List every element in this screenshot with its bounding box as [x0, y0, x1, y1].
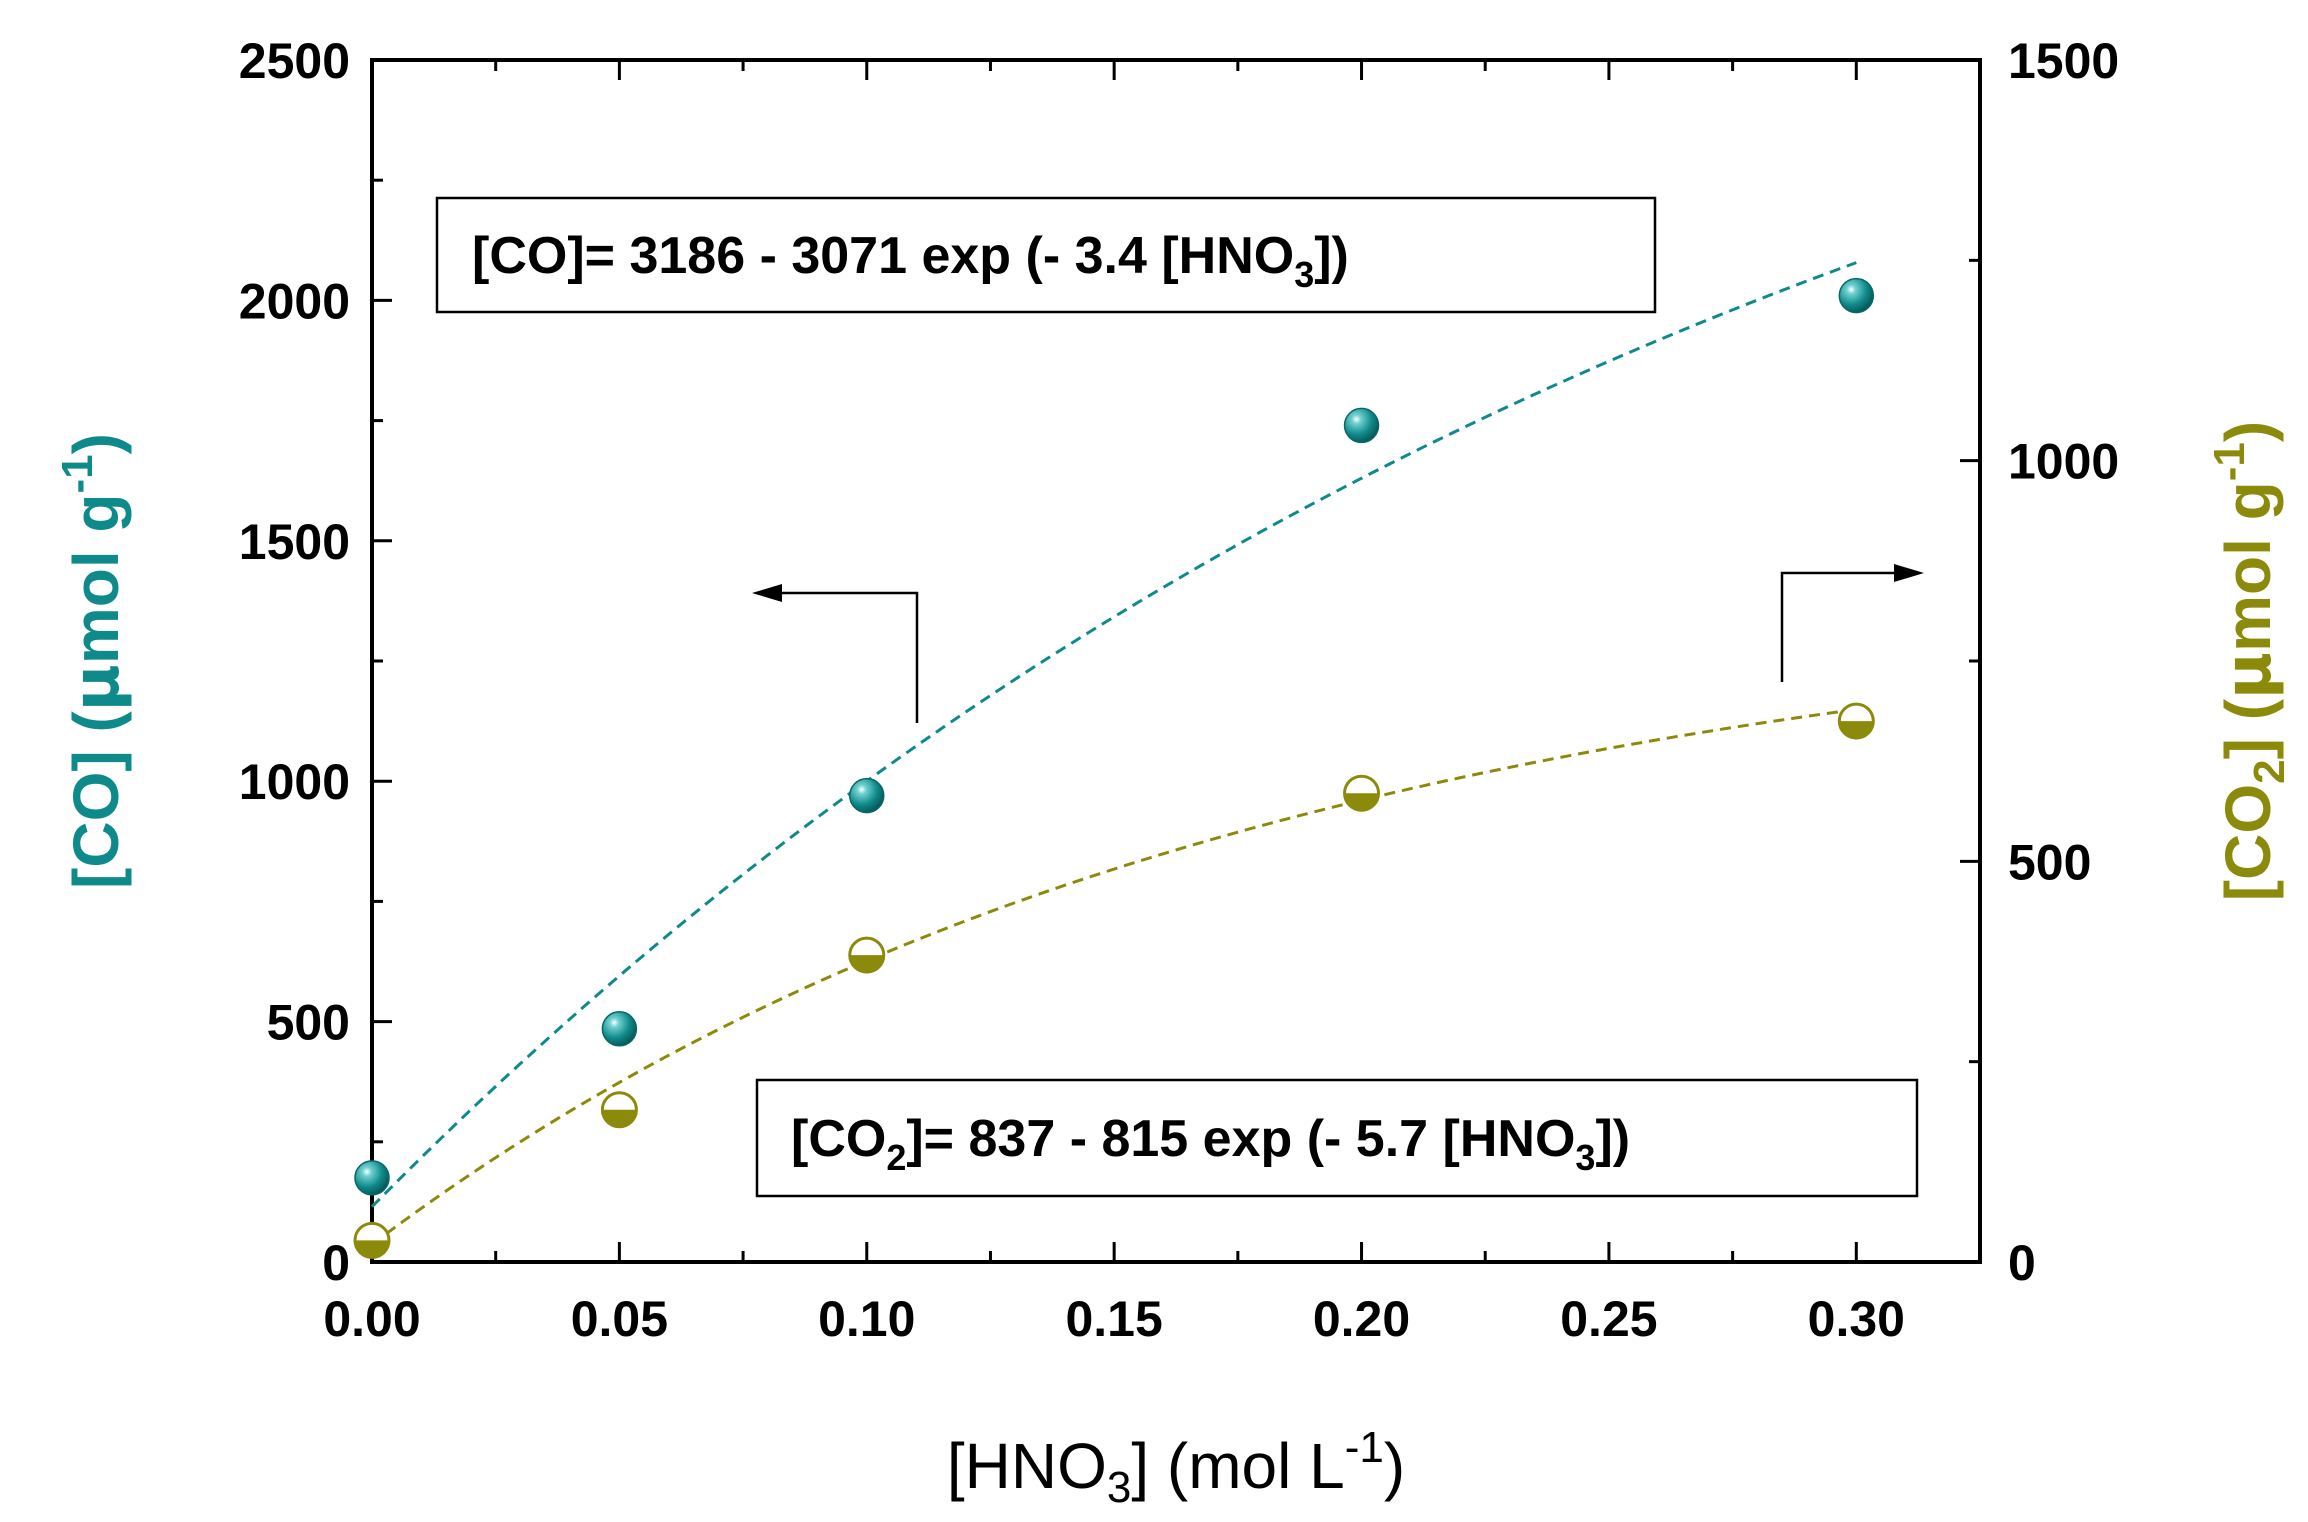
right-arrow-head [1894, 564, 1924, 582]
co-fit-curve [370, 261, 1857, 1208]
y-right-tick-label: 1500 [2008, 33, 2119, 89]
x-axis-title: [HNO3] (mol L-1) [947, 1423, 1405, 1512]
y-left-axis-title: [CO] (µmol g-1) [53, 433, 134, 889]
co2-equation-sub2: 3 [1575, 1137, 1595, 1178]
y-right-tick-labels: 0 500 1000 1500 [2008, 33, 2119, 1291]
x-title-sub: 3 [1107, 1463, 1131, 1512]
co2-equation-mid: ]= 837 - 815 exp (- 5.7 [HNO [906, 1110, 1575, 1168]
x-tick-label: 0.25 [1560, 1291, 1657, 1347]
y-right-tick-label: 1000 [2008, 434, 2119, 490]
x-title-sup: -1 [1345, 1423, 1384, 1472]
co-point [354, 1160, 390, 1196]
right-arrow-line [1780, 571, 1898, 682]
co2-point-fill [849, 955, 884, 973]
co2-point-fill [1344, 793, 1379, 811]
co2-point-fill [1839, 721, 1874, 739]
y-left-tick-label: 2500 [239, 33, 350, 89]
x-title-main: [HNO [947, 1430, 1107, 1502]
y-right-title-main: [CO [2212, 784, 2284, 901]
co-equation-box: [CO]= 3186 - 3071 exp (- 3.4 [HNO3]) [435, 196, 1657, 314]
y-left-tick-labels: 0 500 1000 1500 2000 2500 [239, 33, 350, 1291]
co2-equation-end: ]) [1595, 1110, 1630, 1168]
y-right-title-end: ) [2212, 421, 2284, 442]
y-right-axis-title: [CO2] (µmol g-1) [2205, 421, 2294, 901]
y-right-title-rest: ] ( [2212, 698, 2284, 759]
y-left-tick-label: 1000 [239, 754, 350, 810]
left-arrow-head [752, 584, 782, 602]
fit-curves [370, 261, 1857, 1246]
co2-fit-curve [371, 707, 1857, 1246]
co-equation-frame [435, 196, 1657, 314]
left-arrow-line [778, 591, 919, 723]
x-tick-label: 0.15 [1065, 1291, 1162, 1347]
co-point [601, 1011, 638, 1047]
y-left-title-end: ) [60, 433, 132, 454]
y-left-tick-label: 1500 [239, 514, 350, 570]
x-tick-label: 0.30 [1808, 1291, 1905, 1347]
y-left-title-main: [CO] ( [60, 711, 132, 889]
y-left-tick-label: 0 [322, 1235, 350, 1291]
co2-point [600, 1091, 638, 1129]
y-left-title-sup: -1 [53, 454, 102, 493]
x-title-rest: ] (mol L [1131, 1430, 1344, 1502]
co-equation-end: ]) [1314, 227, 1349, 285]
data-points [353, 277, 1875, 1259]
co2-equation-main: [CO [791, 1110, 886, 1168]
x-tick-label: 0.10 [818, 1291, 915, 1347]
co2-point [848, 936, 886, 974]
x-tick-labels: 0.00 0.05 0.10 0.15 0.20 0.25 0.30 [323, 1291, 1905, 1347]
x-tick-label: 0.00 [323, 1291, 420, 1347]
y-right-title-sub: 2 [2245, 759, 2294, 783]
left-axis-arrow [752, 584, 919, 723]
y-left-tick-label: 500 [267, 995, 350, 1051]
co2-equation-frame [755, 1078, 1919, 1198]
co2-point [1343, 774, 1381, 812]
x-tick-label: 0.20 [1313, 1291, 1410, 1347]
y-left-title-rest: mol g [60, 493, 132, 664]
y-right-title-rest2: mol g [2212, 481, 2284, 652]
co2-point-fill [602, 1109, 637, 1127]
co2-point-fill [355, 1240, 389, 1258]
co-equation-main: [CO]= 3186 - 3071 exp (- 3.4 [HNO [472, 227, 1294, 285]
y-right-tick-label: 0 [2008, 1235, 2036, 1291]
co2-equation-sub1: 2 [886, 1137, 906, 1178]
co-point [1343, 407, 1380, 444]
right-axis-arrow [1780, 564, 1924, 682]
y-left-title-mu: µ [60, 664, 134, 711]
co2-equation-box: [CO2]= 837 - 815 exp (- 5.7 [HNO3]) [755, 1078, 1919, 1198]
y-right-tick-label: 500 [2008, 834, 2091, 890]
y-right-title-sup: -1 [2205, 442, 2254, 481]
co-point [1838, 277, 1875, 314]
co-point [849, 777, 885, 814]
co-equation-sub: 3 [1294, 254, 1314, 295]
co-equation: [CO]= 3186 - 3071 exp (- 3.4 [HNO3]) [472, 227, 1349, 295]
x-title-end: ) [1384, 1430, 1405, 1502]
x-tick-label: 0.05 [571, 1291, 668, 1347]
plot-frame [370, 58, 1982, 1264]
co2-point [353, 1221, 391, 1259]
y-right-title-mu: µ [2212, 652, 2286, 699]
co2-point [1837, 702, 1875, 740]
co2-equation: [CO2]= 837 - 815 exp (- 5.7 [HNO3]) [791, 1110, 1630, 1178]
y-left-tick-label: 2000 [239, 273, 350, 329]
